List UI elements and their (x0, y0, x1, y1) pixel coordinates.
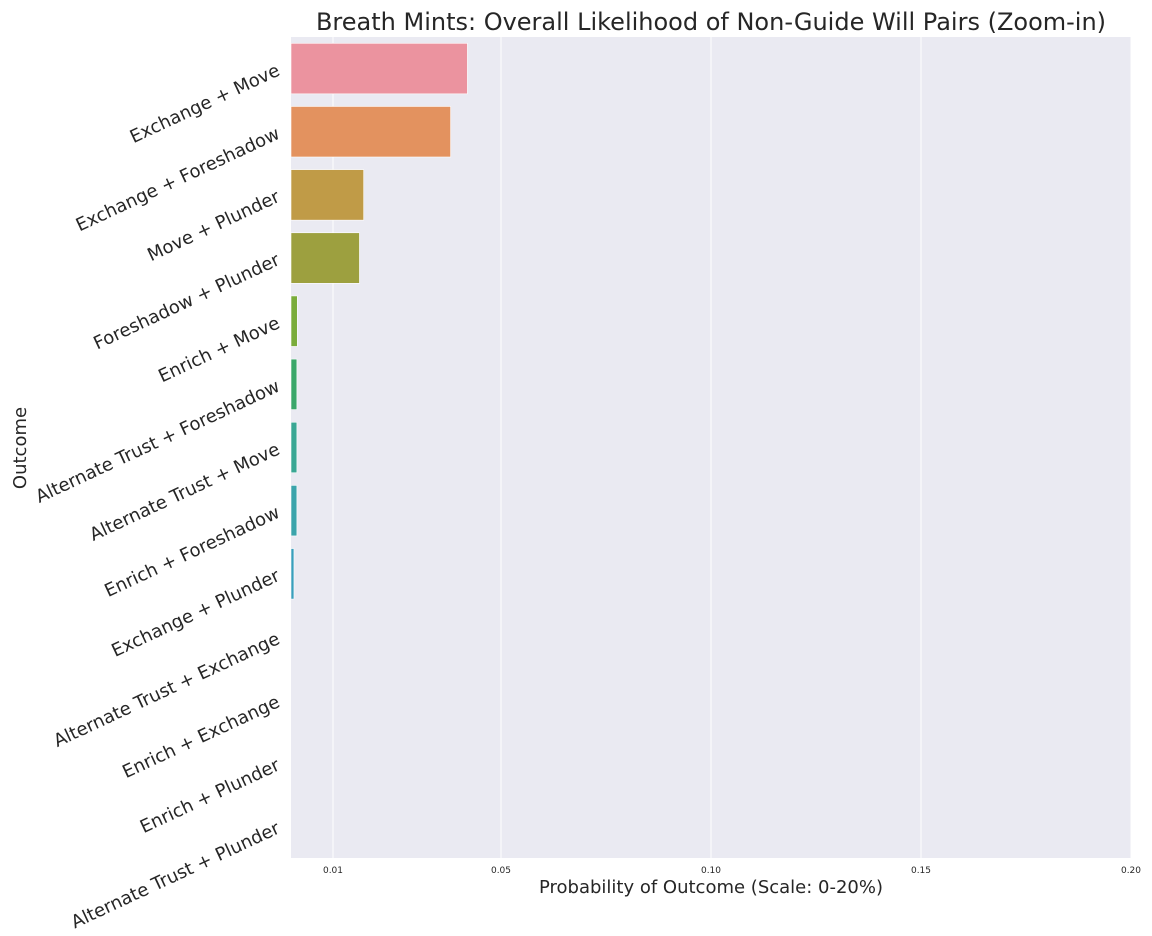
bar (290, 43, 468, 95)
bar (290, 485, 298, 537)
bar (290, 295, 298, 347)
bar (290, 358, 298, 410)
bars (290, 43, 468, 600)
x-tick-labels: 0.01 0.05 0.10 0.15 0.20 (323, 866, 1141, 876)
chart-title: Breath Mints: Overall Likelihood of Non-… (316, 8, 1106, 36)
bar (290, 106, 451, 158)
x-tick-label: 0.05 (491, 866, 511, 876)
bar (290, 548, 295, 600)
category-label: Alternate Trust + Exchange (50, 628, 283, 751)
x-tick-label: 0.01 (323, 866, 343, 876)
category-label: Alternate Trust + Foreshadow (32, 376, 283, 508)
bar (290, 169, 364, 221)
category-label: Alternate Trust + Plunder (68, 818, 284, 933)
y-axis-label: Outcome (10, 407, 31, 489)
x-tick-label: 0.15 (911, 866, 931, 876)
bar (290, 421, 298, 474)
bar (290, 232, 360, 284)
x-tick-label: 0.10 (701, 866, 721, 876)
x-axis-label: Probability of Outcome (Scale: 0-20%) (539, 877, 883, 898)
category-label: Enrich + Move (155, 313, 283, 388)
x-tick-label: 0.20 (1121, 866, 1141, 876)
